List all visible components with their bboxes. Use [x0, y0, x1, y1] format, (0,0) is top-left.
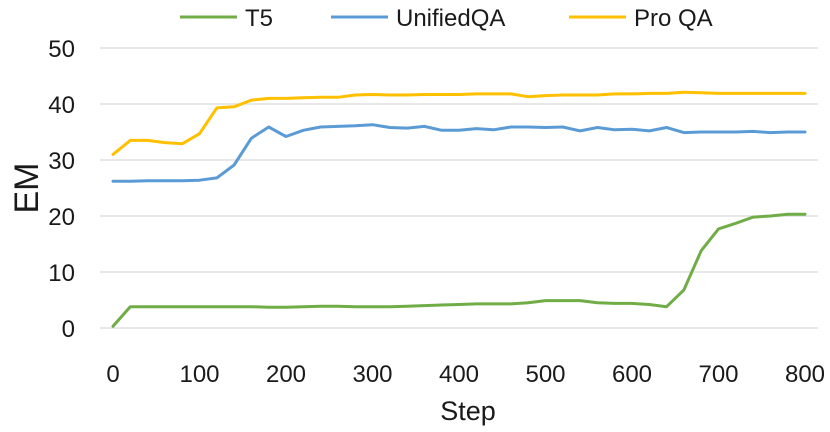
y-tick-label: 0 — [62, 316, 75, 343]
x-axis: 0 100 200 300 400 500 600 700 800 — [106, 361, 825, 388]
y-tick-label: 50 — [48, 36, 75, 63]
x-tick-label: 500 — [525, 361, 565, 388]
y-tick-label: 30 — [48, 148, 75, 175]
y-tick-label: 10 — [48, 260, 75, 287]
x-tick-label: 200 — [266, 361, 306, 388]
legend-label-unifiedqa: UnifiedQA — [396, 5, 505, 32]
x-tick-label: 100 — [179, 361, 219, 388]
gridlines — [100, 47, 818, 329]
y-tick-label: 20 — [48, 204, 75, 231]
x-tick-label: 300 — [352, 361, 392, 388]
x-tick-label: 400 — [439, 361, 479, 388]
x-tick-label: 700 — [698, 361, 738, 388]
x-axis-title: Step — [440, 396, 496, 426]
x-tick-label: 600 — [612, 361, 652, 388]
y-axis-title: EM — [8, 163, 46, 214]
legend-label-pro-qa: Pro QA — [634, 5, 713, 32]
y-tick-label: 40 — [48, 92, 75, 119]
series-line-t5 — [111, 212, 807, 328]
legend-label-t5: T5 — [245, 5, 273, 32]
plot-area — [111, 90, 807, 328]
y-axis: 0 10 20 30 40 50 — [48, 36, 75, 343]
series-line-unifiedqa — [111, 123, 807, 183]
series-line-pro-qa — [111, 90, 807, 156]
x-tick-label: 0 — [106, 361, 119, 388]
x-tick-label: 800 — [785, 361, 825, 388]
legend: T5 UnifiedQA Pro QA — [180, 5, 713, 32]
